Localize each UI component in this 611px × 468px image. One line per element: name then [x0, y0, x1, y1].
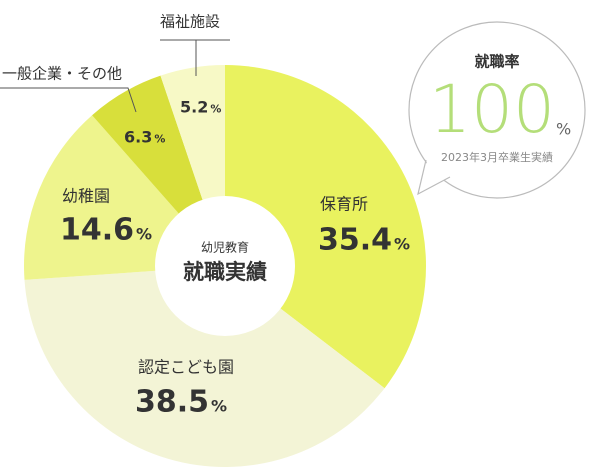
value-unit: % — [394, 235, 410, 254]
slice — [225, 65, 426, 389]
value-label: 35.4 — [318, 223, 392, 258]
slice-label: 福祉施設 — [160, 13, 220, 31]
value-unit: % — [210, 103, 221, 116]
badge-tail — [417, 159, 451, 196]
slice-label: 幼稚園 — [62, 187, 110, 206]
badge-note: 2023年3月卒業生実績 — [441, 150, 553, 164]
slice — [24, 266, 385, 467]
slices — [24, 65, 426, 467]
badge-title: 就職率 — [474, 53, 519, 71]
value-label: 14.6 — [60, 213, 134, 248]
center-subtitle: 幼児教育 — [201, 240, 249, 255]
donut-hole — [155, 196, 295, 336]
badge-tail-fill — [418, 158, 452, 194]
value-unit: % — [211, 397, 227, 416]
slice-label: 認定こども園 — [138, 358, 234, 377]
value-label: 38.5 — [135, 385, 209, 420]
badge-value: 100 — [429, 71, 555, 148]
slice-label: 保育所 — [320, 195, 368, 214]
value-unit: % — [136, 225, 152, 244]
center-title: 就職実績 — [183, 260, 267, 284]
badge-unit: % — [556, 120, 571, 139]
value-unit: % — [154, 133, 165, 146]
value-label: 5.2 — [180, 98, 208, 117]
leader-line — [0, 87, 137, 113]
slice-label: 一般企業・その他 — [2, 65, 122, 83]
badge-circle — [408, 21, 586, 199]
value-label: 6.3 — [124, 128, 152, 147]
